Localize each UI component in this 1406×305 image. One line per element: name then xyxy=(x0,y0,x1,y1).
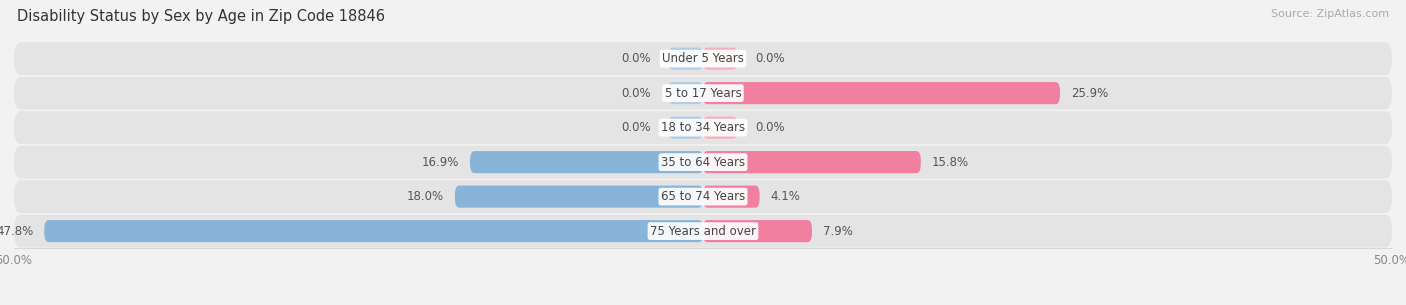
Text: 0.0%: 0.0% xyxy=(755,121,785,134)
FancyBboxPatch shape xyxy=(668,48,703,70)
Text: 0.0%: 0.0% xyxy=(621,52,651,65)
Text: 0.0%: 0.0% xyxy=(621,87,651,100)
FancyBboxPatch shape xyxy=(14,77,1392,109)
Text: 75 Years and over: 75 Years and over xyxy=(650,224,756,238)
FancyBboxPatch shape xyxy=(14,180,1392,213)
FancyBboxPatch shape xyxy=(44,220,703,242)
Text: 5 to 17 Years: 5 to 17 Years xyxy=(665,87,741,100)
Text: 0.0%: 0.0% xyxy=(621,121,651,134)
Text: 18 to 34 Years: 18 to 34 Years xyxy=(661,121,745,134)
FancyBboxPatch shape xyxy=(14,215,1392,248)
Text: 15.8%: 15.8% xyxy=(932,156,969,169)
Text: Source: ZipAtlas.com: Source: ZipAtlas.com xyxy=(1271,9,1389,19)
Text: 16.9%: 16.9% xyxy=(422,156,460,169)
FancyBboxPatch shape xyxy=(703,151,921,173)
Text: Under 5 Years: Under 5 Years xyxy=(662,52,744,65)
Text: 47.8%: 47.8% xyxy=(0,224,34,238)
FancyBboxPatch shape xyxy=(14,42,1392,75)
FancyBboxPatch shape xyxy=(470,151,703,173)
Text: Disability Status by Sex by Age in Zip Code 18846: Disability Status by Sex by Age in Zip C… xyxy=(17,9,385,24)
FancyBboxPatch shape xyxy=(703,48,738,70)
FancyBboxPatch shape xyxy=(703,220,813,242)
Text: 4.1%: 4.1% xyxy=(770,190,800,203)
Text: 25.9%: 25.9% xyxy=(1071,87,1108,100)
FancyBboxPatch shape xyxy=(703,117,738,139)
FancyBboxPatch shape xyxy=(703,82,1060,104)
FancyBboxPatch shape xyxy=(14,146,1392,178)
Text: 18.0%: 18.0% xyxy=(406,190,444,203)
FancyBboxPatch shape xyxy=(703,185,759,208)
Text: 65 to 74 Years: 65 to 74 Years xyxy=(661,190,745,203)
Text: 7.9%: 7.9% xyxy=(823,224,853,238)
FancyBboxPatch shape xyxy=(668,117,703,139)
Text: 0.0%: 0.0% xyxy=(755,52,785,65)
Text: 35 to 64 Years: 35 to 64 Years xyxy=(661,156,745,169)
FancyBboxPatch shape xyxy=(668,82,703,104)
FancyBboxPatch shape xyxy=(456,185,703,208)
FancyBboxPatch shape xyxy=(14,111,1392,144)
